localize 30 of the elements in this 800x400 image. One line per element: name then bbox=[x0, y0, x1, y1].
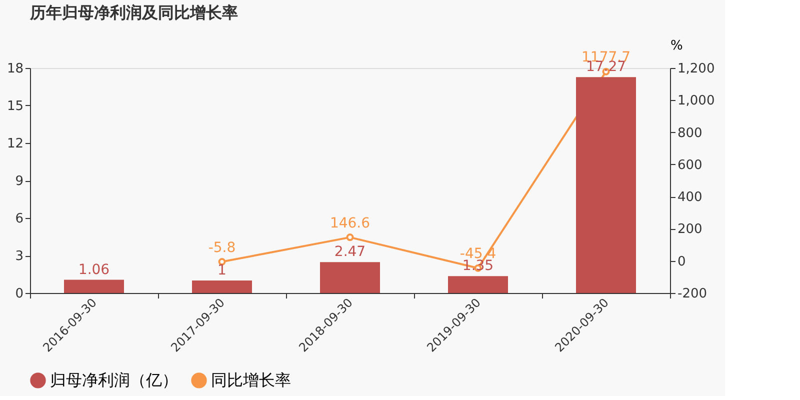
y2-tick-label: -200 bbox=[678, 286, 708, 302]
y-tick-label: 9 bbox=[15, 174, 24, 189]
y-tick-label: 15 bbox=[6, 99, 24, 114]
legend-label: 归母净利润（亿） bbox=[50, 370, 178, 390]
bar bbox=[576, 77, 636, 293]
data-label: 1.06 bbox=[78, 262, 110, 278]
bar bbox=[320, 262, 380, 293]
y-tick-label: 0 bbox=[15, 286, 24, 302]
bar bbox=[448, 276, 508, 293]
data-label: 2.47 bbox=[334, 244, 366, 260]
point bbox=[346, 234, 354, 242]
y2-axis-title: % bbox=[670, 38, 683, 54]
y-tick-label: 6 bbox=[15, 212, 24, 226]
bar bbox=[64, 280, 124, 293]
data-label: 1 bbox=[218, 262, 226, 278]
y2-tick-label: 200 bbox=[678, 222, 702, 238]
y2-tick-label: 400 bbox=[678, 190, 702, 206]
bar bbox=[192, 280, 252, 293]
data-label: -5.8 bbox=[208, 240, 236, 256]
y-tick-label: 3 bbox=[15, 249, 24, 264]
data-label: 146.6 bbox=[330, 215, 370, 232]
y-tick-label: 18 bbox=[6, 62, 24, 76]
y-tick-label: 12 bbox=[6, 136, 24, 152]
y2-tick-label: 1,000 bbox=[678, 94, 715, 109]
y2-tick-label: 600 bbox=[678, 158, 702, 173]
chart-title: 历年归母净利润及同比增长率 bbox=[29, 3, 238, 22]
y2-tick-label: 800 bbox=[678, 126, 702, 141]
y2-tick-label: 0 bbox=[678, 254, 686, 270]
y2-tick-label: 1,200 bbox=[678, 62, 715, 76]
legend-label: 同比增长率 bbox=[211, 370, 291, 390]
